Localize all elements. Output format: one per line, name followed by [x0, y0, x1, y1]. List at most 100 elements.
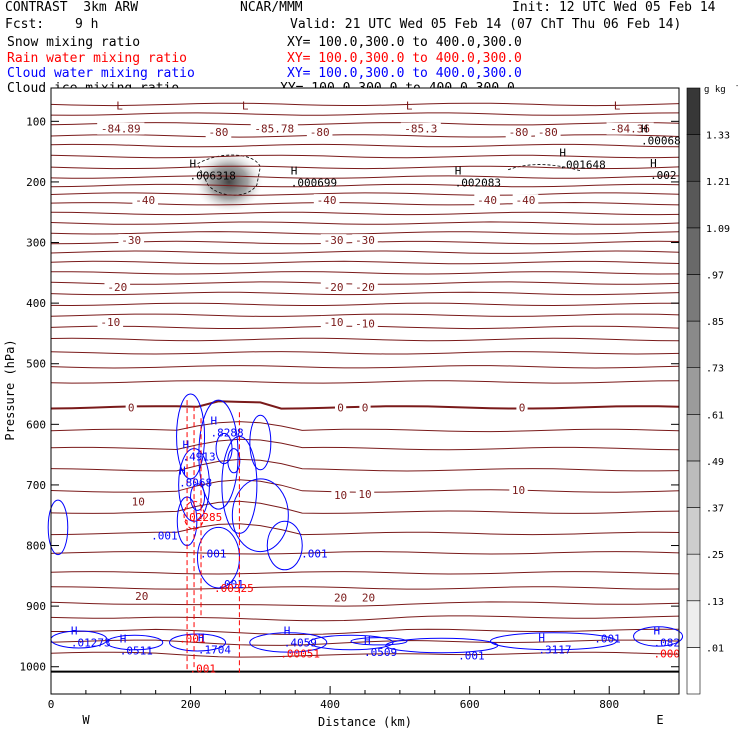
temp-label-bg	[205, 126, 232, 139]
temp-label-bg	[104, 280, 131, 293]
isotherm-line	[50, 112, 680, 116]
temperature-label: 10	[334, 489, 347, 502]
isotherm-line	[50, 313, 680, 317]
y-tick-label: 1000	[20, 661, 47, 674]
extremum-value-label: .01273	[71, 637, 111, 650]
isotherm-line	[50, 250, 680, 254]
extremum-value-label: .000	[654, 648, 681, 661]
temp-label-bg	[129, 495, 148, 508]
low-marker: L	[406, 99, 413, 112]
field-xy-cloud-water: XY= 100.0,300.0 to 400.0,300.0	[287, 66, 522, 81]
isotherm-line	[50, 143, 680, 148]
y-tick-label: 600	[26, 418, 46, 431]
cloud-water-contour	[350, 637, 408, 646]
colorbar-bin	[686, 320, 701, 368]
colorbar-level-label: .73	[706, 364, 724, 375]
temp-label-bg	[400, 122, 441, 135]
isotherm-line	[50, 211, 680, 216]
extremum-value-label: .001	[179, 632, 206, 645]
colorbar-bin	[686, 180, 701, 229]
extremum-value-label: .02285	[183, 511, 223, 524]
isotherm-line	[50, 571, 680, 575]
center-name: NCAR/MMM	[240, 0, 303, 15]
cloud-water-contour	[169, 633, 227, 652]
valid-time: Valid: 21 UTC Wed 05 Feb 14 (07 ChT Thu …	[290, 17, 682, 32]
isotherm-line	[50, 192, 680, 196]
temperature-label: -30	[121, 234, 141, 247]
colorbar-bin	[686, 367, 701, 415]
cloud-water-contour	[198, 399, 239, 510]
x-tick-label: 0	[48, 698, 55, 711]
temp-label-bg	[313, 194, 340, 207]
temp-label-bg	[474, 194, 500, 207]
temperature-label: 0	[337, 401, 344, 414]
isotherm-line	[51, 628, 680, 636]
init-time: Init: 12 UTC Wed 05 Feb 14	[512, 0, 716, 15]
temp-label-bg	[132, 589, 151, 602]
isotherm-line	[50, 365, 680, 369]
isotherm-line	[50, 291, 680, 296]
isotherm-line	[50, 231, 680, 235]
temperature-label: -20	[355, 281, 375, 294]
field-name-rain: Rain water mixing ratio	[7, 51, 188, 66]
colorbar-level-label: .61	[706, 410, 724, 421]
high-marker: H	[120, 633, 127, 646]
extremum-value-label: .006318	[190, 169, 236, 182]
cloud-water-contour	[489, 632, 617, 651]
temperature-label: 20	[362, 592, 375, 605]
isotherm-line	[50, 221, 680, 225]
colorbar-unit-label: g kg	[704, 85, 726, 95]
isotherm-line	[50, 102, 680, 107]
temperature-label: -20	[324, 281, 344, 294]
temperature-label: -40	[477, 194, 497, 207]
temperature-label: 10	[512, 484, 525, 497]
temp-label-bg	[132, 194, 158, 207]
x-tick-label: 400	[320, 698, 340, 711]
temperature-label: -10	[100, 316, 120, 329]
temperature-label: 0	[519, 401, 526, 414]
colorbar-level-label: 1.09	[706, 224, 730, 235]
high-marker: H	[71, 625, 78, 638]
cloud-water-contour-inner	[190, 483, 206, 511]
colorbar-bin	[686, 600, 701, 648]
high-marker: H	[654, 625, 661, 638]
extremum-value-label: .0509	[364, 646, 397, 659]
cloud-water-contour	[633, 626, 684, 647]
colorbar-bin	[686, 553, 701, 602]
temp-label-bg	[334, 401, 347, 414]
extremum-value-label: .00068	[641, 134, 681, 147]
colorbar-bin	[686, 460, 701, 508]
extremum-value-label: .001	[301, 548, 328, 561]
cloud-water-contour	[249, 414, 272, 471]
temperature-label: -30	[355, 234, 375, 247]
extremum-value-label: .1704	[198, 643, 231, 656]
temperature-label: 20	[135, 590, 148, 603]
isotherm-line	[50, 134, 680, 138]
temperature-label: -84.36	[610, 123, 650, 136]
y-tick-label: 500	[26, 358, 46, 371]
x-end-label-west: W	[82, 713, 90, 727]
field-xy-rain: XY= 100.0,300.0 to 400.0,300.0	[287, 51, 522, 66]
high-marker: H	[183, 439, 190, 452]
extremum-value-label: .082	[654, 637, 681, 650]
field-name-snow: Snow mixing ratio	[7, 35, 141, 50]
high-marker: H	[210, 414, 217, 427]
y-axis-label: Pressure (hPa)	[3, 339, 17, 440]
extremum-value-label: .4059	[284, 637, 317, 650]
low-marker: L	[614, 99, 621, 112]
colorbar-level-label: 1.33	[706, 131, 730, 142]
high-marker: H	[538, 631, 545, 644]
extremum-value-label: .001	[217, 578, 244, 591]
colorbar-level-label: .85	[706, 317, 724, 328]
isotherm-line	[50, 421, 680, 433]
cloud-water-contour	[106, 634, 164, 651]
temp-label-bg	[97, 122, 145, 135]
temperature-label: -40	[135, 194, 155, 207]
temp-label-bg	[512, 194, 539, 207]
temp-label-bg	[359, 401, 371, 414]
temperature-label: -10	[324, 316, 344, 329]
extremum-value-label: .001	[190, 663, 217, 676]
high-marker: H	[455, 165, 462, 178]
temp-label-bg	[535, 126, 561, 139]
temperature-label: -80	[209, 126, 229, 139]
